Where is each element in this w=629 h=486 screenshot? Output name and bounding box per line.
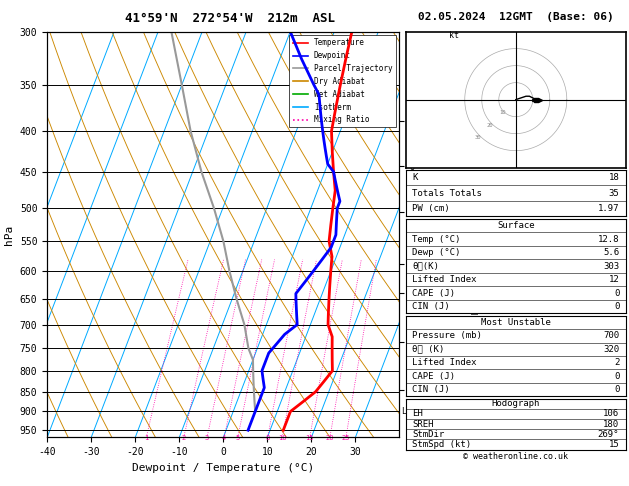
Text: CIN (J): CIN (J) bbox=[413, 302, 450, 311]
Text: θᴇ (K): θᴇ (K) bbox=[413, 345, 445, 354]
Text: SREH: SREH bbox=[413, 419, 434, 429]
Text: 10: 10 bbox=[278, 435, 286, 441]
Text: 0: 0 bbox=[614, 302, 619, 311]
Text: 15: 15 bbox=[608, 440, 619, 449]
Text: 10: 10 bbox=[500, 110, 506, 115]
Text: StmDir: StmDir bbox=[413, 430, 445, 439]
Text: 12: 12 bbox=[608, 275, 619, 284]
Text: CIN (J): CIN (J) bbox=[413, 385, 450, 394]
Text: PW (cm): PW (cm) bbox=[413, 204, 450, 213]
Text: Surface: Surface bbox=[497, 221, 535, 230]
Text: 303: 303 bbox=[603, 261, 619, 271]
Text: Most Unstable: Most Unstable bbox=[481, 318, 551, 327]
Text: 269°: 269° bbox=[598, 430, 619, 439]
Text: 20: 20 bbox=[487, 122, 494, 128]
Text: 12.8: 12.8 bbox=[598, 235, 619, 243]
Text: Temp (°C): Temp (°C) bbox=[413, 235, 460, 243]
Text: StmSpd (kt): StmSpd (kt) bbox=[413, 440, 471, 449]
Text: Lifted Index: Lifted Index bbox=[413, 358, 477, 367]
Text: 02.05.2024  12GMT  (Base: 06): 02.05.2024 12GMT (Base: 06) bbox=[418, 12, 614, 22]
Text: LCL: LCL bbox=[401, 407, 416, 416]
Text: 700: 700 bbox=[603, 331, 619, 341]
Text: 1.97: 1.97 bbox=[598, 204, 619, 213]
Text: 3: 3 bbox=[205, 435, 209, 441]
Text: 0: 0 bbox=[614, 289, 619, 297]
Text: 8: 8 bbox=[265, 435, 270, 441]
Text: 5: 5 bbox=[236, 435, 240, 441]
Text: 4: 4 bbox=[222, 435, 226, 441]
Text: 0: 0 bbox=[614, 371, 619, 381]
Text: 0: 0 bbox=[614, 385, 619, 394]
Text: 18: 18 bbox=[608, 174, 619, 182]
Text: EH: EH bbox=[413, 409, 423, 418]
Text: © weatheronline.co.uk: © weatheronline.co.uk bbox=[464, 452, 568, 461]
Text: 5.6: 5.6 bbox=[603, 248, 619, 257]
Text: θᴇ(K): θᴇ(K) bbox=[413, 261, 439, 271]
Text: 1: 1 bbox=[144, 435, 148, 441]
Text: 35: 35 bbox=[608, 189, 619, 198]
Text: Lifted Index: Lifted Index bbox=[413, 275, 477, 284]
Text: Totals Totals: Totals Totals bbox=[413, 189, 482, 198]
Text: CAPE (J): CAPE (J) bbox=[413, 289, 455, 297]
X-axis label: Dewpoint / Temperature (°C): Dewpoint / Temperature (°C) bbox=[132, 463, 314, 473]
Text: 30: 30 bbox=[474, 136, 481, 140]
Text: K: K bbox=[413, 174, 418, 182]
Text: Dewp (°C): Dewp (°C) bbox=[413, 248, 460, 257]
Text: 106: 106 bbox=[603, 409, 619, 418]
Text: Mixing Ratio (g/kg): Mixing Ratio (g/kg) bbox=[472, 220, 481, 314]
Text: 15: 15 bbox=[306, 435, 314, 441]
Text: Pressure (mb): Pressure (mb) bbox=[413, 331, 482, 341]
Text: kt: kt bbox=[450, 32, 459, 40]
Text: 320: 320 bbox=[603, 345, 619, 354]
Text: 25: 25 bbox=[342, 435, 350, 441]
Text: 41°59'N  272°54'W  212m  ASL: 41°59'N 272°54'W 212m ASL bbox=[125, 12, 335, 25]
Text: 180: 180 bbox=[603, 419, 619, 429]
Text: Hodograph: Hodograph bbox=[492, 399, 540, 408]
Text: 2: 2 bbox=[614, 358, 619, 367]
Y-axis label: hPa: hPa bbox=[4, 225, 14, 244]
Y-axis label: km
ASL: km ASL bbox=[416, 226, 437, 243]
Legend: Temperature, Dewpoint, Parcel Trajectory, Dry Adiabat, Wet Adiabat, Isotherm, Mi: Temperature, Dewpoint, Parcel Trajectory… bbox=[289, 35, 396, 127]
Text: 2: 2 bbox=[182, 435, 186, 441]
Text: 20: 20 bbox=[326, 435, 334, 441]
Text: CAPE (J): CAPE (J) bbox=[413, 371, 455, 381]
